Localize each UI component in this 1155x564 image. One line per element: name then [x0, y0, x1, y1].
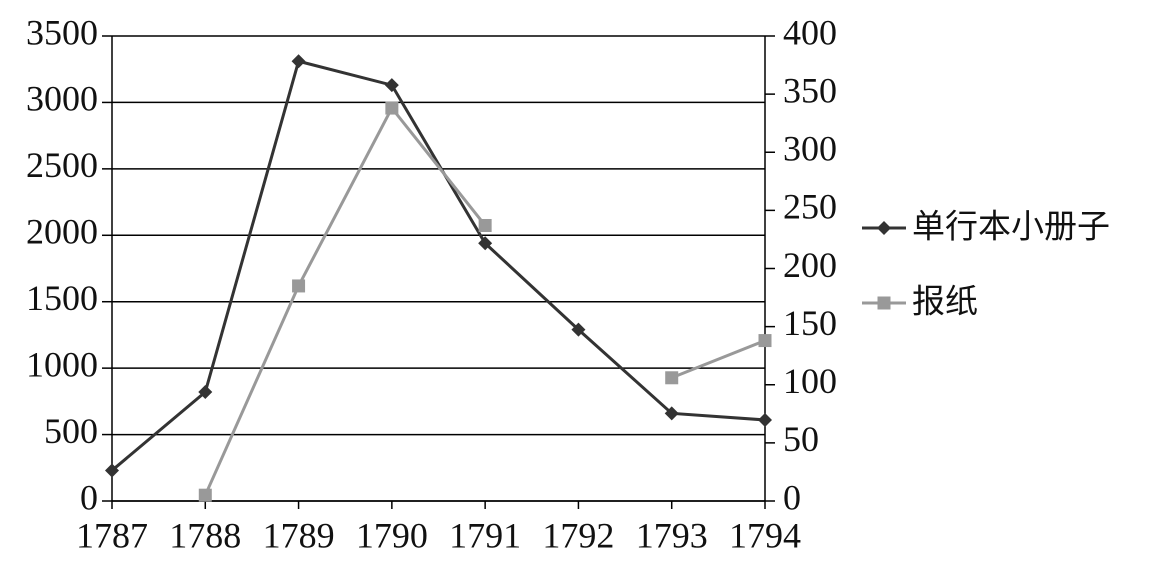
data-point [385, 101, 399, 115]
x-tick-label: 1794 [729, 515, 801, 555]
y2-tick-label: 350 [783, 70, 837, 110]
data-point [758, 412, 772, 427]
data-point [384, 78, 399, 93]
x-tick-label: 1787 [76, 515, 148, 555]
y-tick-label: 3500 [26, 12, 98, 52]
y-tick-label: 0 [80, 477, 98, 517]
legend-label: 单行本小册子 [912, 207, 1110, 246]
x-tick-label: 1791 [449, 515, 521, 555]
x-tick-label: 1789 [263, 515, 335, 555]
series-line [111, 59, 766, 472]
y-tick-label: 2500 [26, 145, 98, 185]
series-line [203, 105, 766, 496]
legend-label: 报纸 [912, 282, 978, 321]
y-tick-label: 1000 [26, 344, 98, 384]
data-point [758, 334, 772, 348]
data-point [198, 385, 213, 400]
data-point [292, 279, 306, 293]
legend-marker [877, 296, 891, 310]
y2-tick-label: 100 [783, 361, 837, 401]
legend-marker [877, 221, 891, 235]
x-tick-label: 1790 [356, 515, 428, 555]
data-point [478, 218, 492, 232]
data-point [571, 322, 586, 337]
data-point [665, 371, 679, 385]
data-point [105, 463, 119, 478]
data-point [198, 488, 212, 502]
x-tick-label: 1788 [169, 515, 241, 555]
data-point [664, 406, 679, 421]
data-point [478, 236, 493, 251]
y-tick-label: 500 [44, 411, 98, 451]
y-tick-label: 2000 [26, 212, 98, 252]
x-tick-label: 1792 [542, 515, 614, 555]
y2-tick-label: 400 [783, 12, 837, 52]
y2-tick-label: 150 [783, 303, 837, 343]
y-tick-label: 1500 [26, 278, 98, 318]
x-tick-label: 1793 [636, 515, 708, 555]
y2-tick-label: 200 [783, 245, 837, 285]
y2-tick-label: 300 [783, 129, 837, 169]
y-tick-label: 3000 [26, 79, 98, 119]
y2-tick-label: 0 [783, 477, 801, 517]
data-point [291, 54, 306, 69]
y2-tick-label: 250 [783, 187, 837, 227]
y2-tick-label: 50 [783, 419, 819, 459]
